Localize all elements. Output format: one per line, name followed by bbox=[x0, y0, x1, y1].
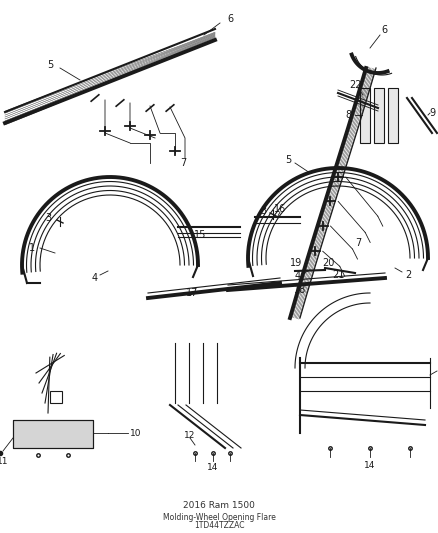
Text: 2: 2 bbox=[405, 270, 411, 280]
Bar bbox=[388, 88, 398, 143]
Text: 14: 14 bbox=[364, 461, 376, 470]
Text: 1TD44TZZAC: 1TD44TZZAC bbox=[194, 521, 244, 530]
Text: 8: 8 bbox=[345, 110, 351, 120]
Text: 20: 20 bbox=[322, 258, 334, 268]
Text: 3: 3 bbox=[45, 213, 51, 223]
Text: 12: 12 bbox=[184, 431, 196, 440]
Text: 6: 6 bbox=[381, 25, 387, 35]
Bar bbox=[374, 88, 384, 143]
Text: 10: 10 bbox=[130, 429, 141, 438]
Bar bbox=[13, 420, 93, 448]
Text: 21: 21 bbox=[332, 270, 344, 280]
Text: 16: 16 bbox=[274, 204, 286, 214]
Text: 22: 22 bbox=[349, 80, 361, 90]
Text: 4: 4 bbox=[295, 271, 301, 281]
Text: 4: 4 bbox=[92, 273, 98, 283]
Text: 9: 9 bbox=[429, 108, 435, 118]
Text: 5: 5 bbox=[285, 155, 291, 165]
Text: 7: 7 bbox=[355, 238, 361, 248]
Text: 5: 5 bbox=[47, 60, 53, 70]
Bar bbox=[50, 391, 62, 403]
Text: 1: 1 bbox=[29, 243, 35, 253]
Text: 11: 11 bbox=[0, 456, 9, 465]
Text: 17: 17 bbox=[186, 288, 198, 298]
Text: 2016 Ram 1500: 2016 Ram 1500 bbox=[183, 500, 255, 510]
Text: 7: 7 bbox=[180, 158, 186, 168]
Text: 3: 3 bbox=[260, 206, 266, 216]
Text: Molding-Wheel Opening Flare: Molding-Wheel Opening Flare bbox=[162, 513, 276, 521]
Text: 14: 14 bbox=[207, 464, 219, 472]
Text: 15: 15 bbox=[194, 230, 206, 240]
Text: 19: 19 bbox=[290, 258, 302, 268]
Text: 6: 6 bbox=[227, 14, 233, 24]
Text: 18: 18 bbox=[294, 285, 306, 295]
Bar bbox=[13, 420, 93, 448]
Bar bbox=[360, 88, 370, 143]
